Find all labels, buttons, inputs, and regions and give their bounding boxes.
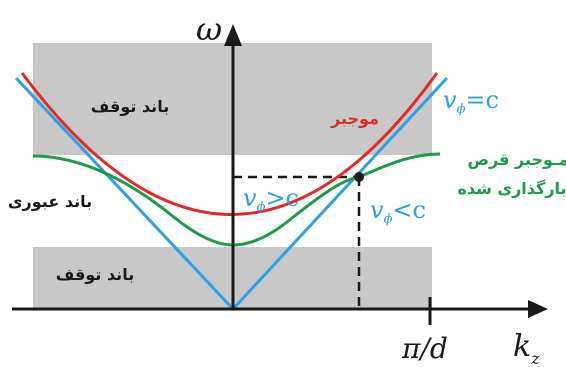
x-axis-label: kz — [513, 329, 540, 367]
operating-point — [354, 172, 364, 182]
disc-loaded-label-line2: بارگذاری شده — [457, 179, 566, 198]
x-axis-label-sub: z — [530, 349, 540, 367]
stop-band-top-label: باند توقف — [91, 97, 169, 116]
waveguide-curve — [20, 72, 439, 216]
disc-loaded-curve — [32, 152, 441, 247]
phase-slow-label: vϕ<c — [370, 196, 426, 227]
stop-band-bottom-label: باند توقف — [56, 265, 134, 284]
pass-band-label: باند عبوری — [8, 192, 92, 211]
disc-loaded-label-line1: مـوجبر قرص — [468, 150, 566, 169]
x-axis-arrow — [528, 300, 548, 318]
y-axis-arrow — [224, 24, 242, 46]
phase-fast-label: vϕ>c — [243, 184, 299, 215]
light-line-label: vϕ=c — [443, 86, 499, 117]
waveguide-label: موجبر — [330, 109, 379, 128]
x-tick-label: π/d — [401, 332, 448, 365]
y-axis-label: ω — [196, 10, 222, 48]
